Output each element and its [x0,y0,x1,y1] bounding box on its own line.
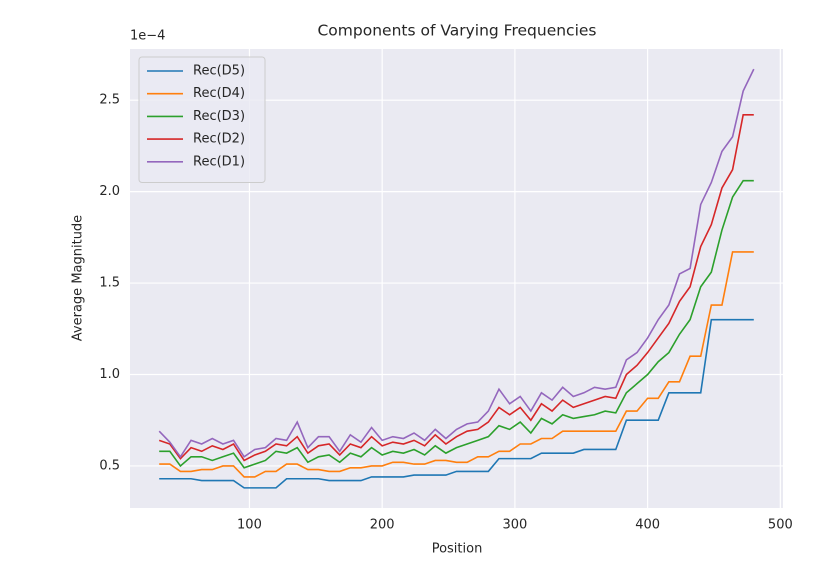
y-tick-label: 2.0 [99,184,120,199]
offset-text: 1e−4 [130,29,165,44]
legend-label: Rec(D4) [193,86,245,101]
line-series [158,68,755,459]
line-series [159,179,754,469]
legend-label: Rec(D2) [193,132,245,147]
y-tick-label: 1.5 [99,276,120,291]
x-tick-label: 500 [768,518,793,533]
y-tick-label: 2.5 [99,93,120,108]
legend-label: Rec(D5) [193,64,245,79]
legend-label: Rec(D3) [193,109,245,124]
y-tick-label: 0.5 [99,458,120,473]
x-tick-label: 300 [502,518,527,533]
y-tick-label: 1.0 [99,367,120,382]
x-axis-label: Position [432,542,483,557]
line-series [159,318,754,489]
legend-box [138,56,266,183]
line-series [159,251,754,478]
x-tick-label: 400 [635,518,660,533]
x-tick-label: 100 [237,518,262,533]
y-axis-label: Average Magnitude [71,215,86,341]
line-series [158,114,754,462]
legend-label: Rec(D1) [193,154,245,169]
chart-title: Components of Varying Frequencies [317,22,596,40]
x-tick-label: 200 [370,518,395,533]
